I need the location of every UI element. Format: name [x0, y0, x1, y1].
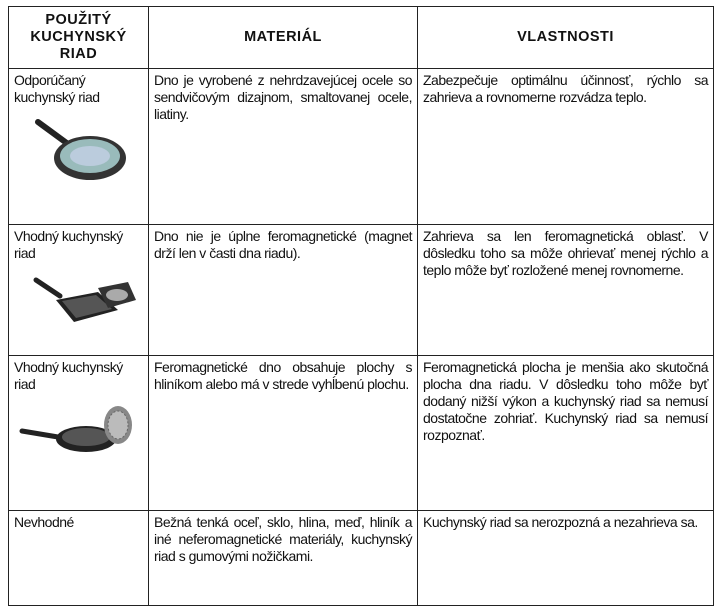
material-cell: Dno je vyrobené z nehrdzavejúcej ocele s… [148, 68, 418, 225]
cookware-label: Nevhodné [14, 514, 74, 530]
cookware-label: Odporúčaný kuchynský riad [14, 72, 100, 105]
pan-icon [19, 406, 132, 452]
header-cell: VLASTNOSTI [417, 6, 714, 69]
material-cell: Bežná tenká oceľ, sklo, hlina, meď, hlin… [148, 510, 418, 606]
pan-icon [35, 119, 126, 180]
material-cell: Dno nie je úplne feromagnetické (magnet … [148, 224, 418, 356]
properties-cell: Zahrieva sa len feromagnetická oblasť. V… [417, 224, 714, 356]
row: Nevhodné Bežná tenká oceľ, sklo, hlina, … [8, 510, 714, 606]
cookware-cell: Vhodný kuchynský riad [8, 355, 149, 511]
cookware-label: Vhodný kuchynský riad [14, 359, 123, 392]
header-row: POUŽITÝ KUCHYNSKÝ RIAD MATERIÁL VLASTNOS… [8, 6, 714, 69]
cookware-table: POUŽITÝ KUCHYNSKÝ RIAD MATERIÁL VLASTNOS… [8, 6, 714, 606]
properties-cell: Zabezpečuje optimálnu účinnosť, rýchlo s… [417, 68, 714, 225]
header-cell: MATERIÁL [148, 6, 418, 69]
cookware-cell: Nevhodné [8, 510, 149, 606]
row: Vhodný kuchynský riad Feromagnetické dno… [8, 355, 714, 511]
row: Vhodný kuchynský riad Dno nie je úplne f… [8, 224, 714, 356]
header-cell: POUŽITÝ KUCHYNSKÝ RIAD [8, 6, 149, 69]
grill-pan-icon [33, 277, 136, 322]
cookware-label: Vhodný kuchynský riad [14, 228, 123, 261]
cookware-cell: Odporúčaný kuchynský riad [8, 68, 149, 225]
row: Odporúčaný kuchynský riad Dno je vyroben… [8, 68, 714, 225]
properties-cell: Feromagnetická plocha je menšia ako skut… [417, 355, 714, 511]
material-cell: Feromagnetické dno obsahuje plochy s hli… [148, 355, 418, 511]
properties-cell: Kuchynský riad sa nerozpozná a nezahriev… [417, 510, 714, 606]
cookware-cell: Vhodný kuchynský riad [8, 224, 149, 356]
